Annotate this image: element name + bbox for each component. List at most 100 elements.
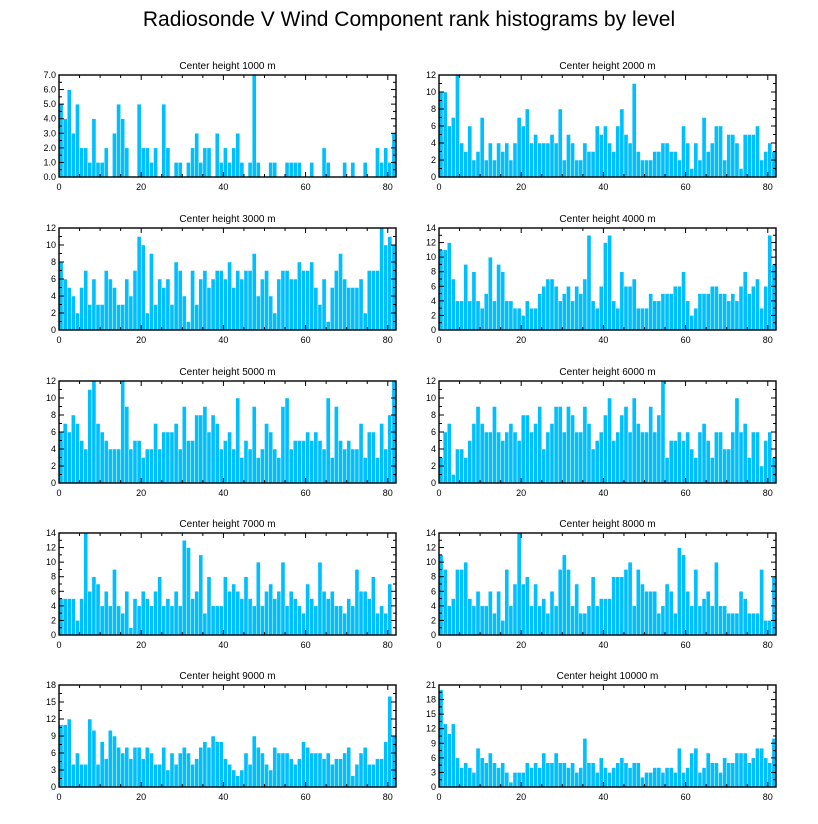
histogram-bar	[615, 431, 621, 484]
histogram-bar	[652, 767, 658, 788]
histogram-bar	[586, 151, 592, 178]
histogram-bar	[533, 762, 538, 788]
histogram-bar	[231, 448, 236, 484]
histogram-bar	[652, 591, 658, 636]
histogram-bar	[358, 752, 364, 788]
y-tick-label: 0	[431, 782, 436, 792]
histogram-bar	[202, 270, 208, 331]
y-tick-label: 3.0	[43, 128, 56, 138]
histogram-bar	[562, 159, 567, 178]
histogram-bar	[194, 758, 199, 788]
y-tick-label: 4	[51, 601, 56, 611]
histogram-bar	[161, 287, 167, 331]
histogram-bar	[235, 133, 241, 178]
histogram-bar	[463, 561, 468, 636]
histogram-bar	[615, 125, 621, 178]
histogram-bar	[95, 304, 101, 331]
histogram-bar	[317, 440, 323, 484]
histogram-bar	[660, 293, 666, 331]
histogram-bar	[451, 723, 456, 788]
x-tick-label: 80	[763, 792, 773, 802]
histogram-bar	[227, 764, 232, 788]
histogram-bar	[644, 591, 649, 636]
histogram-bar	[112, 735, 117, 788]
histogram-bar	[562, 293, 567, 331]
histogram-bar	[116, 747, 121, 788]
histogram-bar	[640, 777, 645, 788]
histogram-bar	[747, 457, 752, 484]
y-tick-label: 8	[51, 257, 56, 267]
histogram-bar	[99, 605, 105, 636]
histogram-bar	[309, 752, 315, 788]
histogram-bar	[611, 300, 616, 331]
y-tick-label: 6	[431, 281, 436, 291]
histogram-bar	[161, 747, 167, 788]
panel-8: Center height 8000 m 0 20 40 60 80 0 2 4 6 8 10 12 14	[426, 519, 777, 650]
histogram-bar	[664, 457, 670, 484]
y-tick-label: 12	[426, 724, 436, 734]
histogram-bar	[260, 605, 265, 636]
histogram-bar	[342, 278, 347, 331]
x-tick-label: 0	[56, 182, 61, 192]
histogram-bar	[705, 151, 711, 178]
histogram-bar	[206, 747, 212, 788]
histogram-bar	[194, 414, 199, 484]
panel-1: Center height 1000 m 0 20 40 60 80 0.0 1.0 2.0 3.…	[43, 61, 397, 192]
histogram-bar	[648, 591, 653, 636]
histogram-bar	[504, 569, 510, 636]
histogram-bar	[247, 270, 253, 331]
y-tick-label: 10	[426, 252, 436, 262]
histogram-bar	[169, 304, 175, 331]
histogram-bar	[492, 300, 497, 331]
histogram-bar	[99, 741, 105, 788]
histogram-bar	[705, 293, 711, 331]
y-tick-label: 8	[431, 267, 436, 277]
y-tick-label: 2	[431, 461, 436, 471]
histogram-bar	[701, 767, 707, 788]
histogram-bar	[615, 307, 621, 331]
histogram-bar	[562, 431, 567, 484]
histogram-bar	[379, 162, 384, 178]
histogram-bar	[742, 598, 748, 636]
histogram-bar	[529, 307, 534, 331]
histogram-bar	[644, 431, 649, 484]
histogram-bar	[619, 108, 625, 178]
x-tick-label: 60	[681, 335, 691, 345]
histogram-bar	[755, 431, 760, 484]
histogram-bar	[722, 293, 727, 331]
histogram-bar	[738, 286, 744, 331]
histogram-bar	[338, 605, 343, 636]
y-tick-label: 6	[51, 427, 56, 437]
histogram-bar	[362, 591, 368, 636]
histogram-bar	[284, 270, 290, 331]
histogram-bar	[173, 162, 179, 178]
histogram-bar	[631, 83, 637, 178]
histogram-bar	[202, 741, 208, 788]
histogram-bar	[71, 764, 76, 788]
histogram-bar	[668, 440, 674, 484]
histogram-bar	[603, 414, 608, 484]
histogram-bar	[582, 738, 588, 788]
histogram-bar	[541, 286, 547, 331]
histogram-bar	[305, 270, 310, 331]
x-tick-label: 0	[56, 335, 61, 345]
histogram-bar	[603, 242, 608, 331]
y-tick-label: 4	[431, 296, 436, 306]
histogram-bar	[79, 147, 84, 178]
histogram-bar	[354, 287, 360, 331]
histogram-bar	[358, 423, 364, 484]
x-tick-label: 80	[383, 640, 393, 650]
histogram-bar	[371, 576, 376, 636]
histogram-bar	[375, 612, 380, 636]
histogram-bar	[383, 741, 389, 788]
histogram-bar	[496, 767, 501, 788]
histogram-bar	[471, 271, 477, 331]
histogram-bar	[689, 752, 695, 788]
histogram-bar	[446, 423, 452, 484]
histogram-bar	[293, 278, 298, 331]
histogram-bar	[508, 605, 514, 636]
histogram-bar	[120, 752, 125, 788]
histogram-bar	[305, 583, 310, 636]
histogram-bar	[623, 286, 629, 331]
histogram-bar	[759, 465, 764, 484]
